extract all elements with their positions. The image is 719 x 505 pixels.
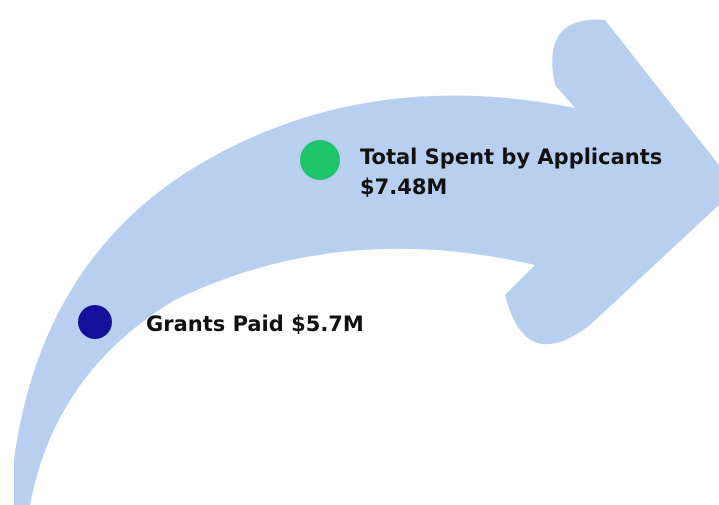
- grants-paid-text: Grants Paid $5.7M: [146, 312, 364, 336]
- grants-paid-label: Grants Paid $5.7M: [146, 309, 364, 339]
- curved-arrow-shape: [14, 19, 719, 505]
- total-spent-label: Total Spent by Applicants $7.48M: [360, 142, 662, 202]
- total-spent-dot: [300, 140, 340, 180]
- total-spent-title: Total Spent by Applicants: [360, 145, 663, 169]
- grants-paid-dot: [78, 305, 112, 339]
- total-spent-amount: $7.48M: [360, 175, 448, 199]
